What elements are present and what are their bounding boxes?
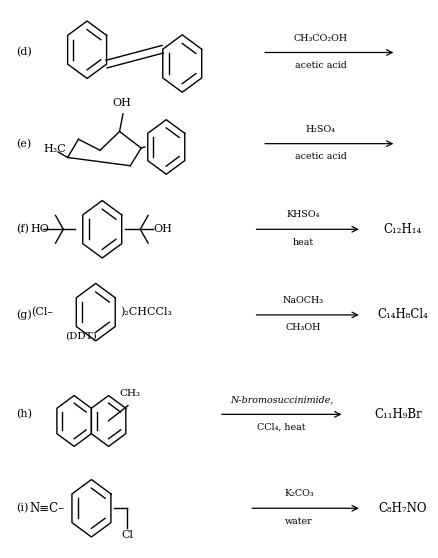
Text: H₃C: H₃C (44, 144, 67, 154)
Text: CH₃: CH₃ (120, 389, 141, 398)
Text: HO: HO (31, 224, 50, 234)
Text: (g): (g) (16, 310, 32, 320)
Text: KHSO₄: KHSO₄ (286, 210, 320, 219)
Text: NaOCH₃: NaOCH₃ (283, 296, 324, 305)
Text: (i): (i) (16, 503, 28, 513)
Text: CCl₄, heat: CCl₄, heat (258, 422, 306, 432)
Text: water: water (285, 517, 313, 526)
Text: (e): (e) (16, 138, 31, 149)
Text: acetic acid: acetic acid (295, 152, 346, 161)
Text: N≡C–: N≡C– (30, 502, 64, 515)
Text: C₈H₇NO: C₈H₇NO (378, 502, 427, 515)
Text: K₂CO₃: K₂CO₃ (284, 489, 314, 498)
Text: (d): (d) (16, 47, 32, 57)
Text: Cl: Cl (121, 530, 133, 540)
Text: N-bromosuccinimide,: N-bromosuccinimide, (230, 396, 333, 405)
Text: CH₃CO₂OH: CH₃CO₂OH (293, 33, 348, 42)
Text: (h): (h) (16, 409, 32, 420)
Text: OH: OH (113, 98, 131, 108)
Text: heat: heat (293, 238, 314, 247)
Text: OH: OH (154, 224, 173, 234)
Text: H₂SO₄: H₂SO₄ (306, 124, 336, 134)
Text: (f): (f) (16, 224, 28, 234)
Text: (DDT): (DDT) (66, 331, 97, 340)
Text: CH₃OH: CH₃OH (286, 323, 321, 332)
Text: )₂CHCCl₃: )₂CHCCl₃ (120, 307, 173, 318)
Text: C₁₂H₁₄: C₁₂H₁₄ (384, 223, 422, 236)
Text: C₁₁H₉Br: C₁₁H₉Br (374, 408, 422, 421)
Text: C₁₄H₈Cl₄: C₁₄H₈Cl₄ (378, 309, 428, 321)
Text: (Cl–: (Cl– (31, 307, 53, 318)
Text: acetic acid: acetic acid (295, 61, 346, 70)
